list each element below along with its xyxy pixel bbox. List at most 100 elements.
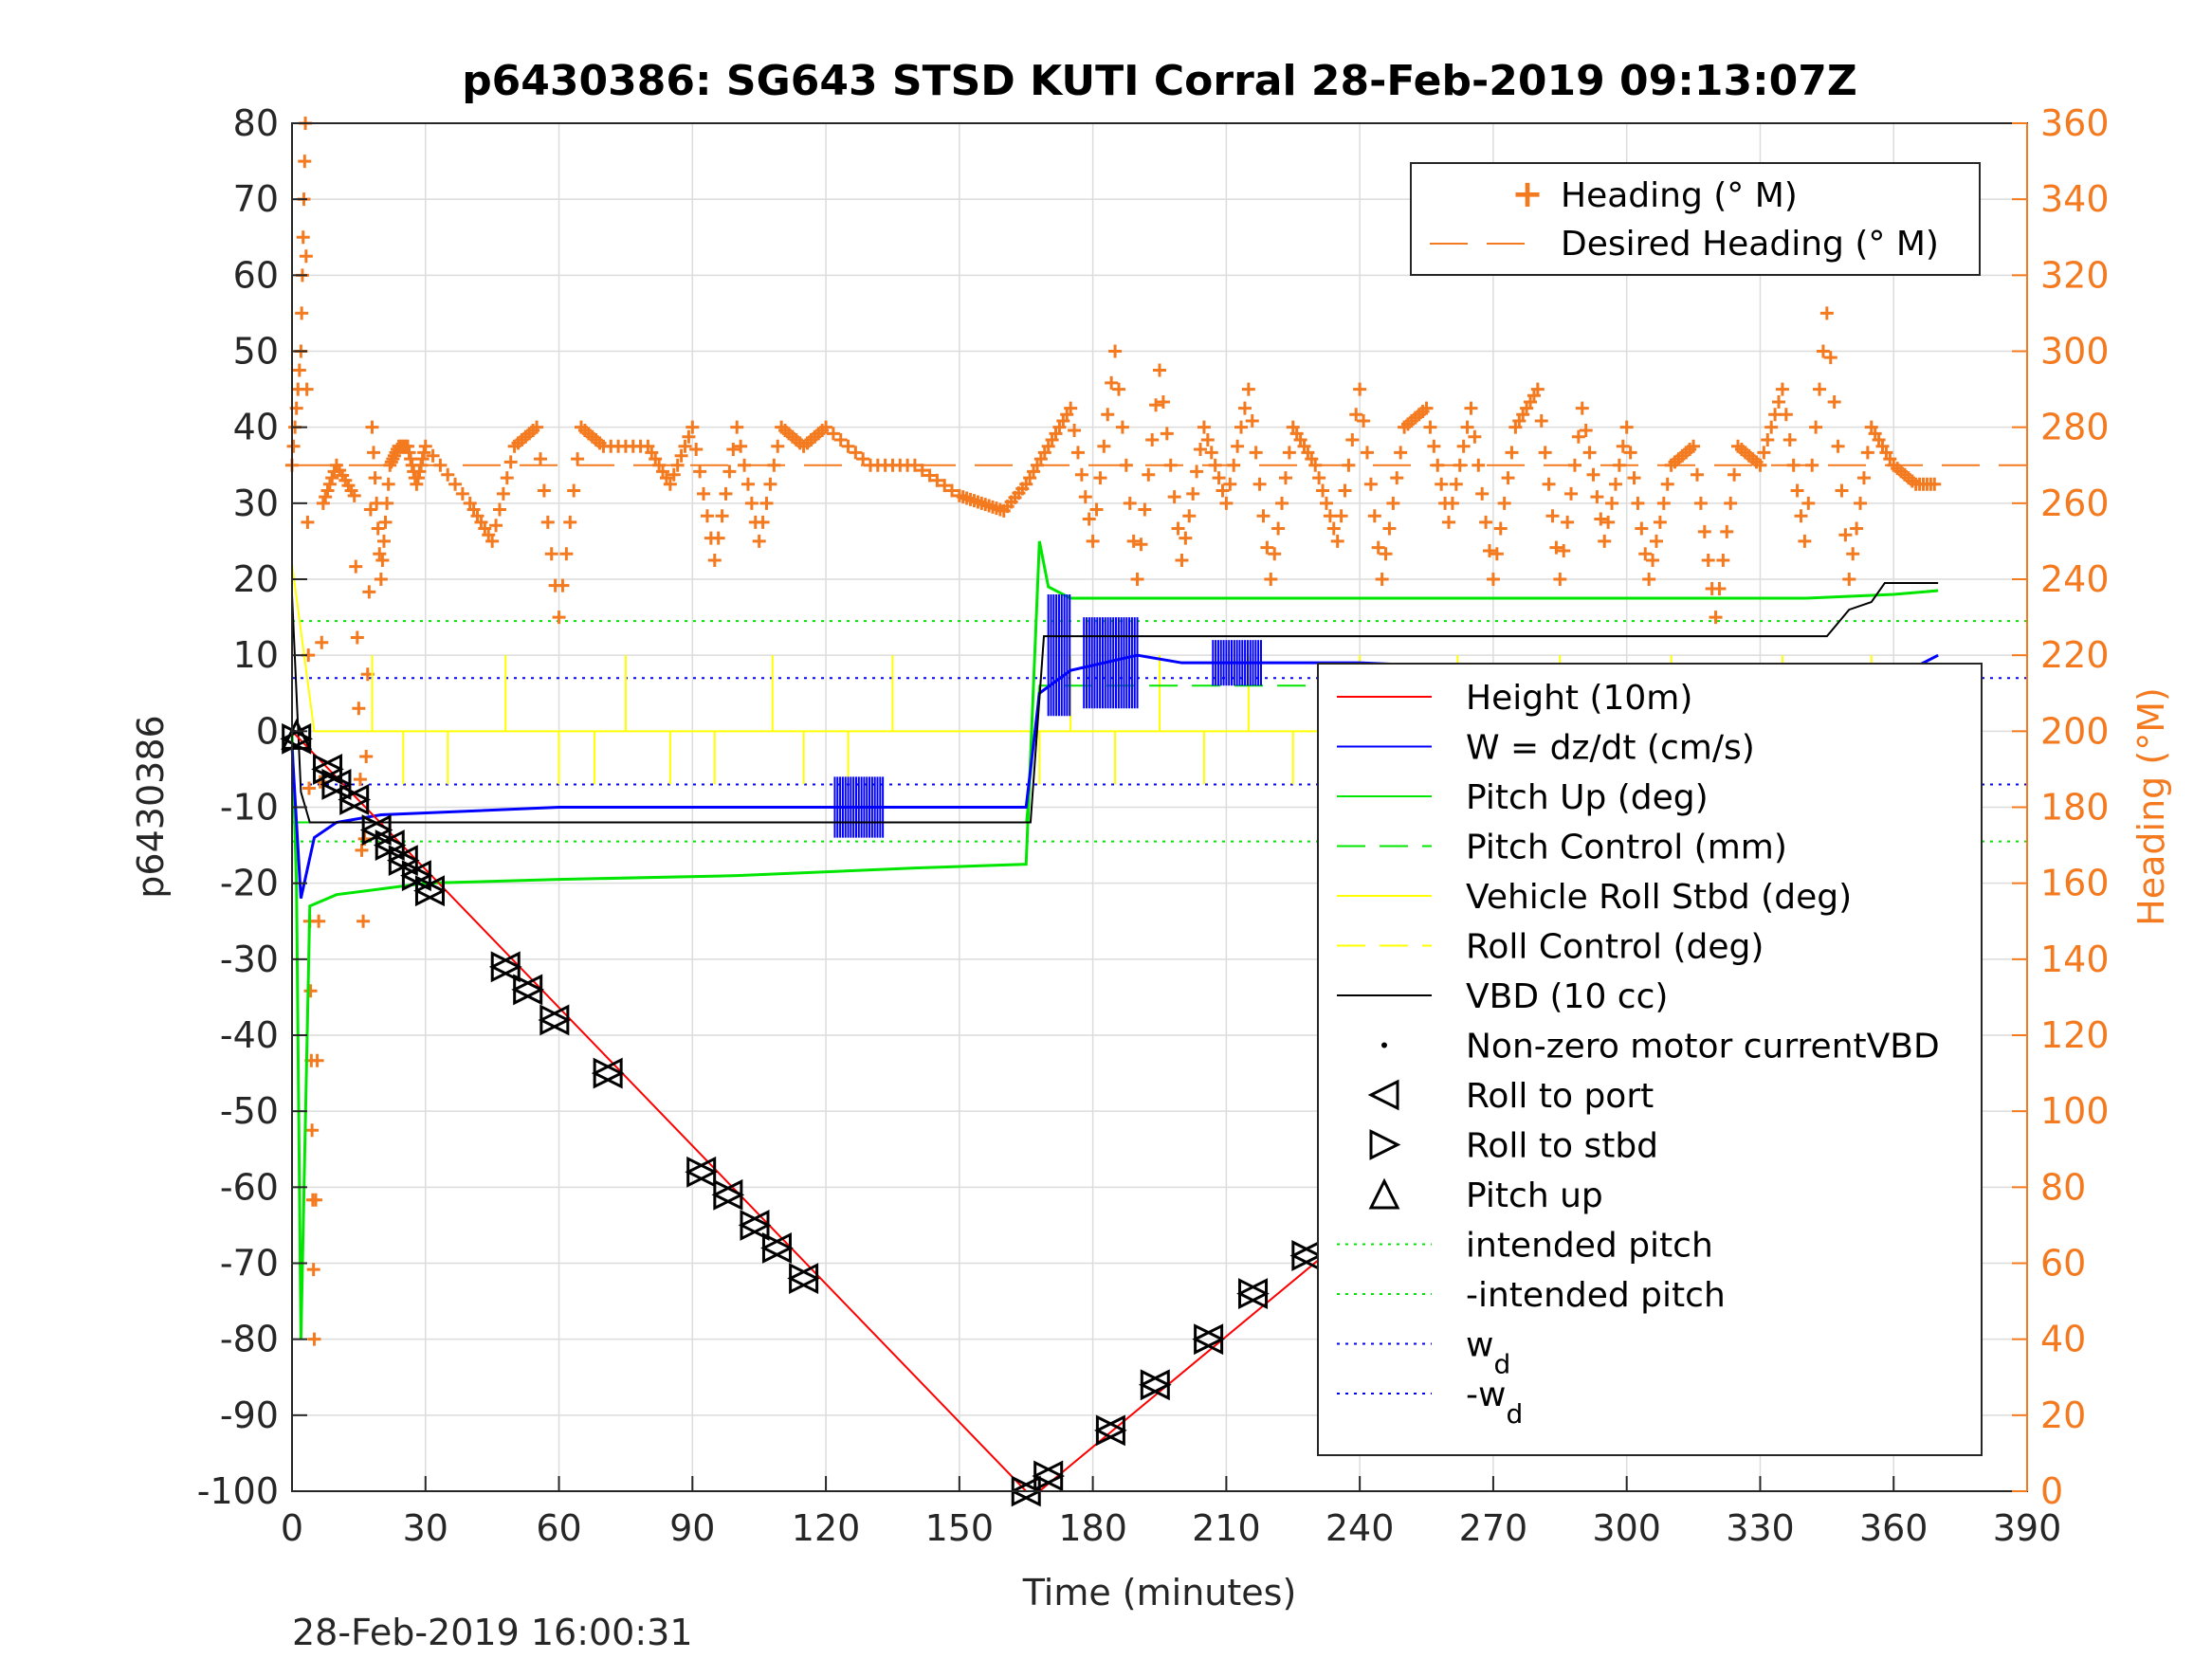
- heading-point: [1442, 515, 1455, 529]
- heading-point: [752, 534, 766, 548]
- heading-point: [1194, 443, 1208, 457]
- heading-point: [1586, 467, 1600, 482]
- heading-point: [1464, 401, 1478, 415]
- heading-point: [374, 573, 388, 586]
- heading-point: [1801, 496, 1816, 510]
- heading-point: [325, 471, 339, 485]
- heading-point: [915, 464, 929, 478]
- heading-point: [1549, 540, 1563, 555]
- x-tick-label: 90: [669, 1507, 715, 1549]
- heading-point: [1631, 496, 1645, 510]
- heading-point: [1761, 433, 1775, 447]
- heading-point: [1323, 509, 1337, 523]
- heading-point: [355, 843, 369, 857]
- y-left-tick-label: -80: [220, 1319, 279, 1360]
- heading-point: [1850, 521, 1864, 536]
- y-right-tick-label: 120: [2040, 1014, 2110, 1056]
- heading-point: [1542, 477, 1556, 491]
- heading-point: [1553, 573, 1567, 586]
- triangle-marker: [339, 784, 372, 815]
- heading-point: [292, 363, 306, 377]
- heading-point: [1653, 515, 1667, 529]
- heading-point: [1701, 553, 1715, 567]
- legend-heading-box: [1410, 162, 1981, 276]
- heading-point: [907, 458, 922, 472]
- heading-point: [1490, 547, 1504, 561]
- heading-point: [352, 702, 366, 716]
- heading-point: [930, 473, 944, 487]
- heading-point: [414, 458, 429, 472]
- heading-point: [1827, 394, 1841, 409]
- x-tick-label: 300: [1592, 1507, 1661, 1549]
- heading-point: [1275, 496, 1289, 510]
- heading-point: [711, 531, 725, 545]
- y-left-tick-label: 80: [233, 102, 279, 144]
- heading-point: [1608, 477, 1622, 491]
- heading-point: [1367, 509, 1381, 523]
- y-right-tick-label: 340: [2040, 178, 2110, 220]
- triangle-marker: [282, 722, 314, 755]
- heading-point: [1111, 382, 1125, 396]
- heading-point: [1724, 496, 1738, 510]
- heading-point: [1605, 496, 1619, 510]
- heading-point: [1182, 509, 1197, 523]
- heading-point: [412, 465, 427, 479]
- heading-point: [1642, 573, 1656, 586]
- heading-point: [1860, 446, 1874, 460]
- triangle-marker: [1194, 1323, 1225, 1356]
- heading-point: [1660, 477, 1674, 491]
- heading-point: [1575, 401, 1589, 415]
- heading-point: [315, 635, 329, 649]
- heading-point: [1712, 582, 1727, 596]
- heading-point: [1753, 458, 1767, 472]
- heading-point: [1353, 382, 1367, 396]
- x-tick-label: 240: [1325, 1507, 1395, 1549]
- heading-point: [1472, 458, 1486, 472]
- heading-point: [1105, 375, 1119, 390]
- heading-point: [1775, 382, 1789, 396]
- heading-point: [686, 420, 700, 434]
- heading-point: [567, 483, 581, 498]
- heading-point: [826, 427, 840, 441]
- triangle-marker: [490, 951, 522, 983]
- y-right-tick-label: 20: [2040, 1395, 2086, 1436]
- heading-point: [1809, 420, 1823, 434]
- triangle-marker: [281, 718, 313, 750]
- x-axis-label: Time (minutes): [1022, 1572, 1297, 1613]
- heading-point: [1216, 483, 1230, 498]
- legend-entry-label: -intended pitch: [1466, 1276, 1726, 1315]
- heading-point: [945, 483, 960, 498]
- heading-point: [734, 439, 748, 453]
- heading-point: [1179, 531, 1193, 545]
- heading-point: [363, 502, 377, 517]
- heading-point: [373, 547, 387, 561]
- legend-entry-label: Non-zero motor currentVBD: [1466, 1028, 1940, 1066]
- heading-point: [1786, 458, 1801, 472]
- x-tick-label: 210: [1192, 1507, 1261, 1549]
- heading-point: [540, 515, 555, 529]
- heading-point: [819, 420, 833, 434]
- triangle-marker: [1095, 1414, 1127, 1447]
- heading-point: [759, 496, 774, 510]
- triangle-marker: [321, 769, 354, 800]
- heading-point: [1138, 502, 1152, 517]
- heading-point: [404, 452, 418, 466]
- heading-series: [285, 117, 1942, 1346]
- heading-point: [1223, 477, 1237, 491]
- heading-point: [663, 477, 677, 491]
- triangle-marker: [539, 1004, 572, 1036]
- heading-point: [296, 230, 310, 245]
- x-tick-label: 120: [792, 1507, 861, 1549]
- pitch-series: [290, 540, 1939, 1340]
- heading-point: [1493, 521, 1508, 536]
- y-right-tick-label: 40: [2040, 1319, 2086, 1360]
- heading-point: [415, 452, 430, 466]
- y-left-tick-label: 10: [233, 634, 279, 676]
- heading-point: [1790, 483, 1804, 498]
- heading-point: [841, 439, 855, 453]
- heading-point: [1475, 486, 1490, 501]
- heading-point: [1068, 424, 1082, 438]
- heading-point: [350, 630, 364, 645]
- heading-point: [689, 443, 704, 457]
- triangle-marker: [513, 974, 545, 1006]
